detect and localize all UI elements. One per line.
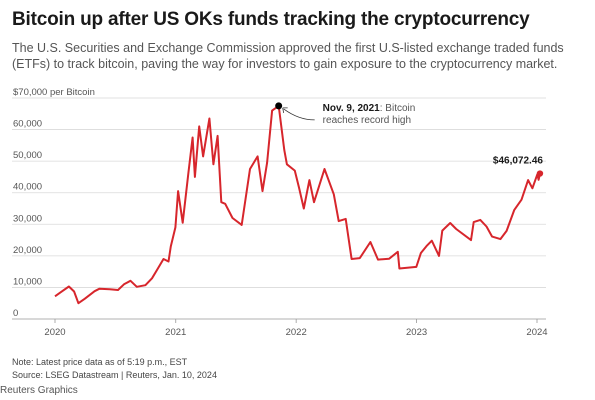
latest-value-label: $46,072.46 [493, 156, 543, 167]
annotation-text: : Bitcoin [380, 103, 416, 114]
y-tick-label: 30,000 [13, 213, 42, 224]
record-high-point [275, 102, 283, 110]
credit-line: Reuters Graphics [0, 385, 78, 396]
y-tick-label: 60,000 [13, 119, 42, 130]
latest-point [536, 170, 544, 177]
record-high-annotation-line2: reaches record high [323, 115, 411, 126]
price-line [54, 104, 541, 305]
chart-source: Source: LSEG Datastream | Reuters, Jan. … [12, 370, 217, 380]
price-chart: 0 10,000 20,000 30,000 40,000 50,000 60,000 $70… [12, 87, 548, 338]
x-tick-label: 2021 [165, 327, 186, 338]
annotation-date: Nov. 9, 2021 [323, 103, 381, 114]
record-high-annotation: Nov. 9, 2021: Bitcoin [323, 103, 416, 114]
chart-subtitle: The U.S. Securities and Exchange Commiss… [12, 41, 564, 71]
annotation-arrow [283, 108, 315, 121]
y-tick-label: 40,000 [13, 182, 42, 193]
y-tick-label: 0 [13, 308, 18, 319]
y-tick-label: 20,000 [13, 245, 42, 256]
annotation-arrowhead [282, 107, 288, 113]
chart-title: Bitcoin up after US OKs funds tracking t… [12, 9, 530, 30]
x-tick-label: 2022 [286, 327, 307, 338]
x-tick-label: 2020 [44, 327, 65, 338]
y-tick-label: 50,000 [13, 150, 42, 161]
y-tick-label: $70,000 per Bitcoin [13, 87, 95, 98]
x-tick-label: 2024 [526, 327, 547, 338]
x-tick-label: 2023 [406, 327, 427, 338]
y-tick-label: 10,000 [13, 276, 42, 287]
chart-note: Note: Latest price data as of 5:19 p.m.,… [12, 357, 188, 367]
